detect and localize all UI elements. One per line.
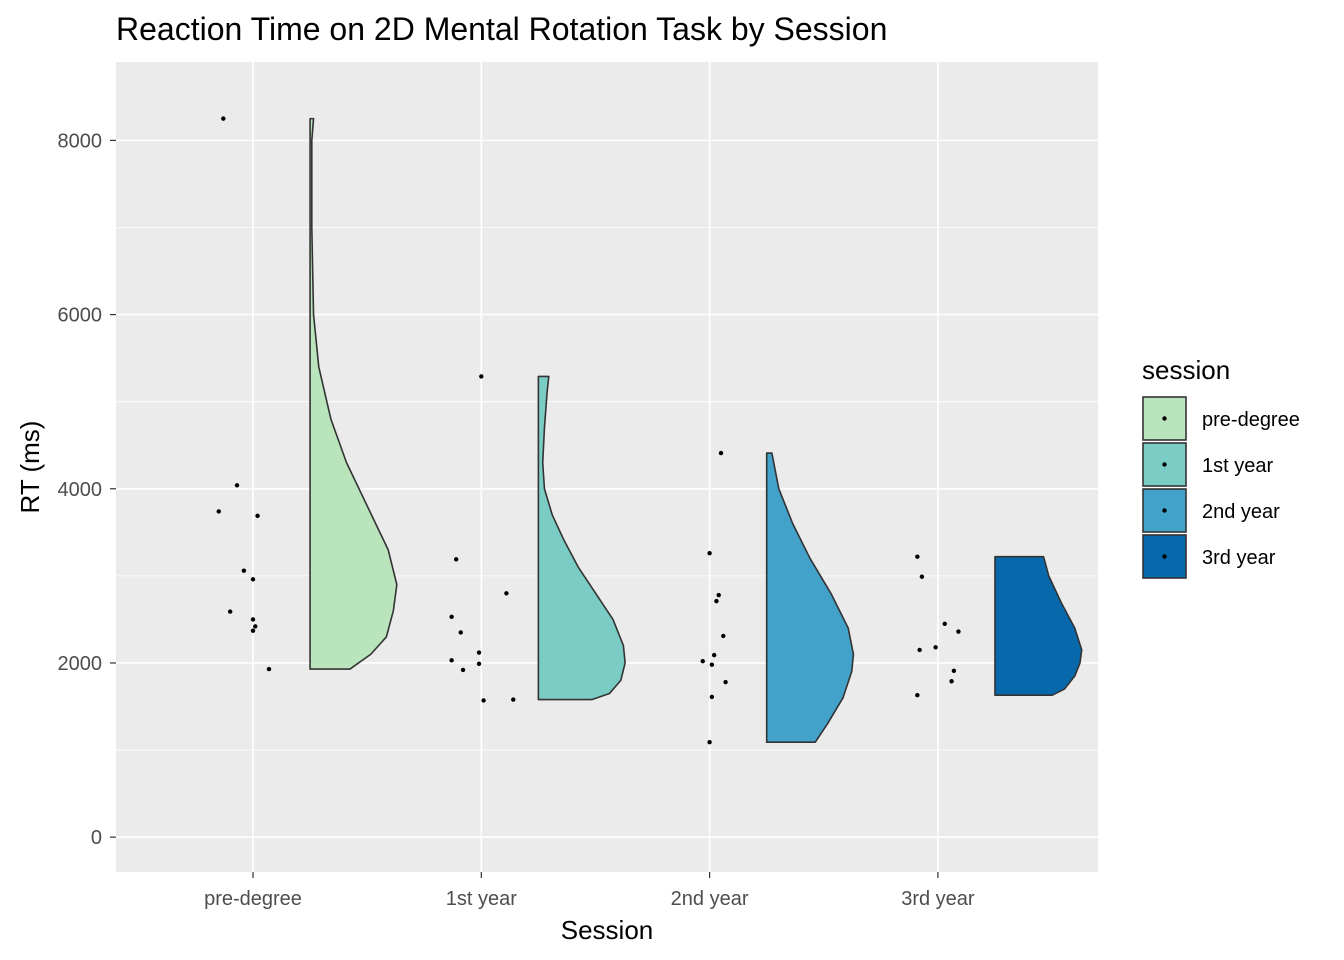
data-point	[458, 630, 463, 635]
data-point	[718, 450, 724, 456]
data-point	[511, 697, 516, 702]
data-point	[449, 658, 454, 663]
data-point	[721, 633, 726, 639]
data-point	[221, 116, 226, 121]
y-axis-title: RT (ms)	[15, 421, 45, 514]
data-point	[716, 592, 721, 598]
legend-label-3: 3rd year	[1202, 547, 1276, 569]
data-point	[709, 662, 715, 667]
data-point	[711, 652, 717, 658]
data-point	[714, 598, 719, 604]
data-point	[504, 591, 509, 596]
legend-label-2: 2nd year	[1202, 501, 1280, 523]
data-point	[250, 628, 256, 633]
x-tick-label: 2nd year	[671, 888, 749, 910]
data-point	[707, 551, 712, 556]
data-point	[915, 692, 920, 698]
legend-key-point	[1162, 416, 1167, 421]
y-tick-label: 0	[91, 827, 102, 849]
y-tick-label: 8000	[58, 130, 103, 152]
x-tick-label: 3rd year	[901, 888, 975, 910]
legend-title: session	[1142, 355, 1230, 385]
legend-key-point	[1162, 508, 1167, 513]
legend-label-1: 1st year	[1202, 455, 1273, 477]
data-point	[449, 614, 454, 620]
data-point	[707, 740, 712, 745]
data-point	[476, 661, 482, 667]
legend-key-point	[1162, 554, 1167, 559]
legend-label-0: pre-degree	[1202, 409, 1300, 431]
data-point	[709, 694, 715, 700]
data-point	[216, 509, 221, 514]
data-point	[476, 650, 482, 655]
data-point	[227, 609, 233, 614]
data-point	[917, 647, 922, 653]
data-point	[266, 666, 272, 672]
data-point	[241, 568, 247, 573]
data-point	[919, 574, 925, 579]
legend-key-point	[1162, 462, 1167, 467]
y-tick-label: 4000	[58, 479, 103, 501]
data-point	[915, 554, 920, 559]
data-point	[250, 577, 256, 582]
plot-panel	[116, 62, 1098, 872]
y-tick-label: 2000	[58, 653, 103, 675]
data-point	[951, 668, 957, 674]
data-point	[453, 557, 459, 562]
data-point	[933, 645, 938, 650]
x-tick-label: pre-degree	[204, 888, 302, 910]
y-axis: 0 2000 4000 6000 8000	[58, 130, 116, 849]
data-point	[949, 679, 954, 684]
data-point	[942, 621, 947, 626]
legend: session pre-degree 1st year 2nd year 3rd ye…	[1142, 355, 1300, 579]
data-point	[250, 617, 256, 622]
density-cloud-1	[537, 375, 626, 701]
data-point	[460, 667, 466, 673]
x-tick-label: 1st year	[446, 888, 517, 910]
raw-data-points	[216, 116, 961, 745]
x-axis-title: Session	[561, 915, 654, 945]
density-cloud-0	[309, 117, 398, 670]
x-axis: pre-degree 1st year 2nd year 3rd year	[204, 872, 975, 910]
density-cloud-2	[765, 452, 855, 744]
data-point	[234, 483, 240, 488]
data-point	[700, 659, 705, 664]
chart-title: Reaction Time on 2D Mental Rotation Task…	[116, 11, 887, 47]
data-point	[956, 629, 961, 634]
density-cloud-3	[994, 555, 1083, 696]
data-point	[255, 513, 260, 518]
data-point	[723, 679, 728, 685]
y-tick-label: 6000	[58, 305, 103, 327]
data-point	[481, 698, 486, 703]
data-point	[253, 624, 258, 629]
data-point	[479, 374, 484, 379]
density-clouds	[309, 117, 1083, 744]
